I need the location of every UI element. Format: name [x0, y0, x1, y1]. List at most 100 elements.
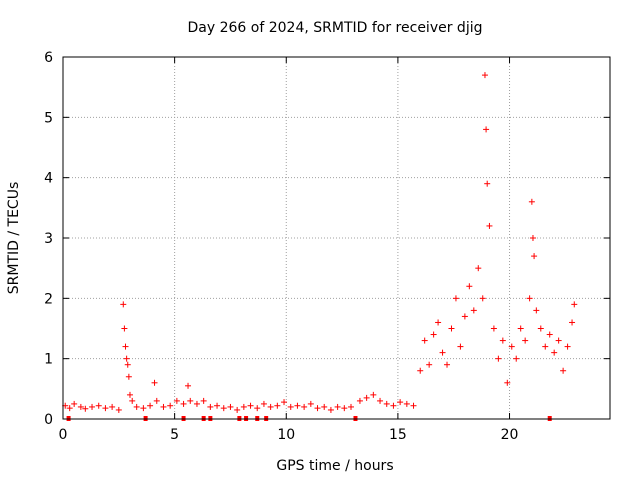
data-point	[417, 367, 424, 374]
data-point	[522, 337, 529, 344]
data-point	[564, 343, 571, 350]
data-point	[294, 402, 301, 409]
data-point	[508, 343, 515, 350]
data-point	[301, 403, 308, 410]
x-tick-label: 5	[170, 427, 179, 443]
data-point	[327, 406, 334, 413]
x-tick-label: 15	[389, 427, 407, 443]
data-point	[173, 397, 180, 404]
data-point	[160, 403, 167, 410]
data-point	[397, 399, 404, 406]
data-point	[102, 405, 109, 412]
axis-ticks: 0 1 2 3 4 5 6 0 5 10 15 20	[44, 50, 610, 443]
data-point	[426, 361, 433, 368]
data-point	[377, 397, 384, 404]
y-tick-label: 0	[44, 412, 53, 428]
data-point	[89, 403, 96, 410]
data-point	[370, 391, 377, 398]
data-point	[499, 337, 506, 344]
data-point	[483, 126, 490, 133]
data-point	[546, 331, 553, 338]
data-point	[307, 400, 314, 407]
data-point	[124, 361, 131, 368]
chart-title: Day 266 of 2024, SRMTID for receiver dji…	[188, 20, 483, 36]
data-point	[479, 295, 486, 302]
data-point	[274, 402, 281, 409]
data-point	[410, 402, 417, 409]
data-point	[551, 349, 558, 356]
y-tick-label: 5	[44, 110, 53, 126]
data-point	[421, 337, 428, 344]
data-point	[439, 349, 446, 356]
x-tick-label: 10	[277, 427, 295, 443]
data-point	[560, 367, 567, 374]
data-point	[475, 265, 482, 272]
data-point	[537, 325, 544, 332]
x-axis-label: GPS time / hours	[276, 458, 393, 474]
data-point	[517, 325, 524, 332]
y-tick-label: 6	[44, 50, 53, 66]
data-point	[185, 382, 192, 389]
data-point	[71, 400, 78, 407]
data-point	[193, 400, 200, 407]
data-point	[435, 319, 442, 326]
data-point	[363, 394, 370, 401]
data-point	[504, 379, 511, 386]
data-point	[513, 355, 520, 362]
data-point	[457, 343, 464, 350]
data-point	[234, 406, 241, 413]
data-point	[314, 405, 321, 412]
data-point	[214, 402, 221, 409]
y-tick-label: 1	[44, 352, 53, 368]
data-point	[529, 235, 536, 241]
data-point	[126, 391, 133, 398]
data-point	[200, 397, 207, 404]
y-tick-label: 4	[44, 171, 53, 187]
data-point	[140, 405, 147, 412]
y-tick-label: 3	[44, 231, 53, 247]
data-point	[542, 343, 549, 350]
x-tick-label: 0	[59, 427, 68, 443]
data-point	[240, 403, 247, 410]
data-point	[341, 405, 348, 412]
data-point	[247, 402, 254, 409]
data-point	[526, 295, 533, 302]
y-axis-label: SRMTID / TECUs	[6, 182, 22, 295]
data-point	[151, 379, 158, 386]
grid-lines	[63, 57, 610, 419]
data-point	[125, 373, 132, 380]
data-point	[495, 355, 502, 362]
data-point	[490, 325, 497, 332]
data-point	[121, 325, 128, 332]
data-point	[180, 400, 187, 407]
data-point	[153, 397, 160, 404]
data-point	[403, 400, 410, 407]
data-point	[287, 403, 294, 410]
data-point	[470, 307, 477, 314]
data-point	[444, 361, 451, 368]
data-point	[254, 405, 261, 412]
data-point	[484, 180, 491, 187]
data-point	[167, 402, 174, 409]
data-point	[187, 397, 194, 404]
data-point	[321, 403, 328, 410]
data-point	[486, 222, 493, 229]
data-point	[334, 403, 341, 410]
y-tick-label: 2	[44, 291, 53, 307]
data-point	[555, 337, 562, 344]
data-point	[390, 402, 397, 409]
data-point	[461, 313, 468, 320]
data-point	[448, 325, 455, 332]
data-point	[430, 331, 437, 338]
data-point	[115, 406, 122, 413]
data-point	[207, 403, 214, 410]
data-point	[281, 399, 288, 406]
data-point	[227, 403, 234, 410]
data-point	[452, 295, 459, 302]
data-point	[533, 307, 540, 314]
data-point	[129, 397, 136, 404]
data-point	[571, 301, 578, 308]
data-point	[82, 405, 89, 412]
data-point	[267, 403, 274, 410]
data-point	[133, 403, 140, 410]
